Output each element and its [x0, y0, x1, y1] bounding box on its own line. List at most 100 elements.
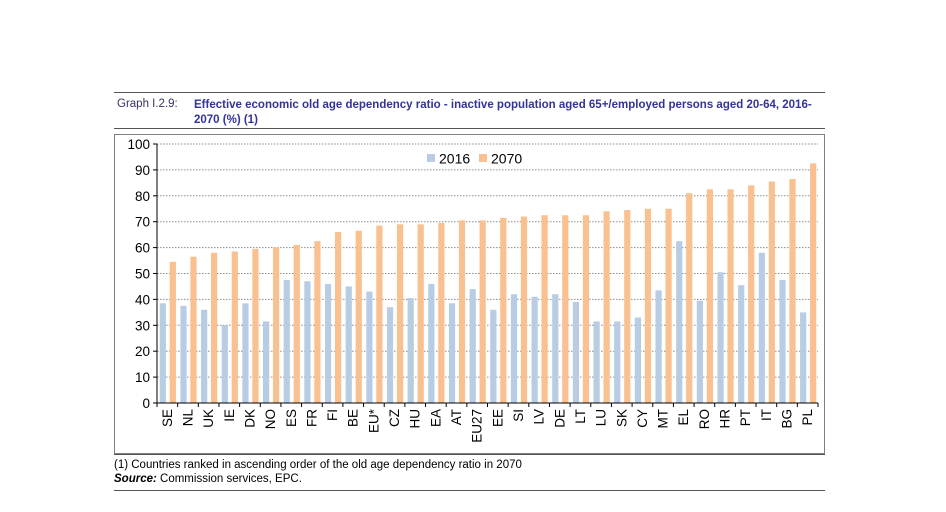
x-tick-label: SK: [614, 409, 629, 427]
y-tick-label: 40: [135, 292, 150, 307]
bar-2070-HR: [727, 189, 734, 403]
title-rule: [114, 128, 825, 129]
bar-2016-AT: [448, 303, 456, 403]
x-tick-label: PL: [800, 409, 815, 426]
bar-2016-HU: [407, 298, 414, 403]
bar-2016-SI: [510, 294, 518, 403]
bar-2016-ES: [283, 279, 290, 403]
y-tick-label: 90: [135, 163, 150, 178]
legend-swatch-2016: [427, 154, 435, 162]
x-tick-label: IT: [759, 409, 774, 421]
bar-2016-IT: [758, 252, 765, 403]
bar-2016-EU*: [366, 291, 373, 403]
bar-2016-NL: [180, 305, 187, 403]
bar-2070-SK: [624, 210, 631, 403]
x-tick-label: EA: [428, 409, 443, 427]
bar-2016-FI: [324, 283, 332, 403]
y-tick-label: 10: [135, 370, 150, 385]
bar-2016-HR: [717, 272, 724, 403]
x-tick-label: LV: [532, 409, 547, 425]
bar-2016-EL: [676, 241, 683, 403]
bar-2070-CZ: [396, 224, 404, 403]
y-tick-label: 20: [135, 344, 150, 359]
x-tick-label: FI: [325, 409, 340, 421]
top-rule: [114, 92, 825, 93]
x-tick-labels: SE NL UK IE DK NO ES FR FI BE EU* CZ HU EA AT EU27 EE SI L…: [160, 408, 815, 443]
bar-2016-BG: [779, 279, 786, 403]
legend: 2016 2070: [427, 151, 522, 167]
x-tick-label: NL: [180, 409, 195, 427]
x-tick-label: EU27: [470, 409, 485, 443]
x-tick-label: SI: [511, 409, 526, 422]
x-tick-label: IE: [222, 409, 237, 422]
bar-chart: 0 10 20 30 40 50 60 70 80 90 100 SE NL UK IE DK NO ES FR F…: [114, 134, 825, 454]
x-tick-label: EU*: [366, 408, 381, 433]
y-tick-label: 30: [135, 318, 150, 333]
bars: [159, 163, 817, 403]
bar-2070-IE: [231, 251, 238, 403]
graph-label: Graph I.2.9:: [117, 98, 178, 110]
legend-label-2070: 2070: [491, 151, 522, 167]
bar-2070-DK: [252, 248, 259, 403]
x-tick-label: SE: [160, 409, 175, 427]
x-tick-label: EL: [676, 409, 691, 426]
chart-frame: [114, 134, 825, 454]
bar-2070-SI: [520, 216, 528, 403]
bar-2070-LV: [541, 215, 548, 403]
bar-2070-RO: [706, 189, 713, 403]
x-tick-label: MT: [656, 409, 671, 429]
bottom-rule: [114, 490, 825, 491]
bar-2070-LU: [603, 211, 610, 403]
bar-2070-NO: [273, 247, 280, 403]
x-tick-label: AT: [449, 409, 464, 425]
x-tick-label: EE: [490, 409, 505, 427]
x-tick-label: BG: [780, 409, 795, 429]
bar-2070-MT: [665, 208, 672, 403]
bar-2016-SK: [614, 321, 621, 403]
bar-2016-BE: [345, 286, 352, 403]
x-tick-label: UK: [201, 409, 216, 428]
bar-2070-BG: [789, 178, 796, 403]
bar-2016-LU: [593, 321, 600, 403]
legend-label-2016: 2016: [439, 151, 470, 167]
bar-2070-LT: [582, 215, 590, 403]
bar-2070-HU: [417, 224, 424, 403]
source-label: Source:: [114, 473, 157, 485]
bar-2016-PT: [738, 285, 745, 403]
footnote: (1) Countries ranked in ascending order …: [114, 459, 522, 471]
bar-2016-RO: [696, 300, 703, 403]
bar-2070-SE: [169, 261, 176, 403]
x-tick-label: DE: [552, 409, 567, 428]
y-tick-label: 60: [135, 241, 150, 256]
bar-2070-CY: [644, 208, 652, 403]
bar-2070-PL: [810, 163, 817, 403]
x-tick-label: DK: [242, 409, 257, 428]
x-tick-label: CY: [635, 409, 650, 428]
y-tick-labels: 0 10 20 30 40 50 60 70 80 90 100: [127, 137, 150, 411]
x-tick-label: BE: [346, 409, 361, 427]
y-tick-label: 0: [142, 396, 150, 411]
source-text: Commission services, EPC.: [156, 473, 302, 485]
y-tick-label: 100: [127, 137, 150, 152]
bar-2070-FR: [314, 241, 321, 403]
y-tick-label: 80: [135, 189, 150, 204]
x-tick-label: NO: [263, 409, 278, 429]
bar-2016-EE: [490, 309, 497, 403]
source-line: Source: Commission services, EPC.: [114, 473, 302, 485]
bar-2070-EE: [500, 217, 507, 403]
bar-2016-UK: [201, 309, 208, 403]
bar-2016-MT: [655, 290, 662, 403]
x-tick-label: FR: [304, 409, 319, 427]
bar-2016-EA: [428, 283, 435, 403]
x-tick-label: CZ: [387, 409, 402, 427]
bar-2070-EU27: [479, 220, 486, 403]
x-tick-label: ES: [284, 409, 299, 427]
bar-2016-IE: [221, 325, 228, 403]
bar-2016-LT: [572, 301, 580, 403]
bar-2016-PL: [800, 312, 807, 403]
bar-2016-FR: [304, 281, 311, 403]
y-tick-label: 70: [135, 215, 150, 230]
bar-2070-PT: [748, 185, 755, 403]
bar-2016-SE: [159, 303, 166, 403]
gridlines: [157, 143, 818, 378]
